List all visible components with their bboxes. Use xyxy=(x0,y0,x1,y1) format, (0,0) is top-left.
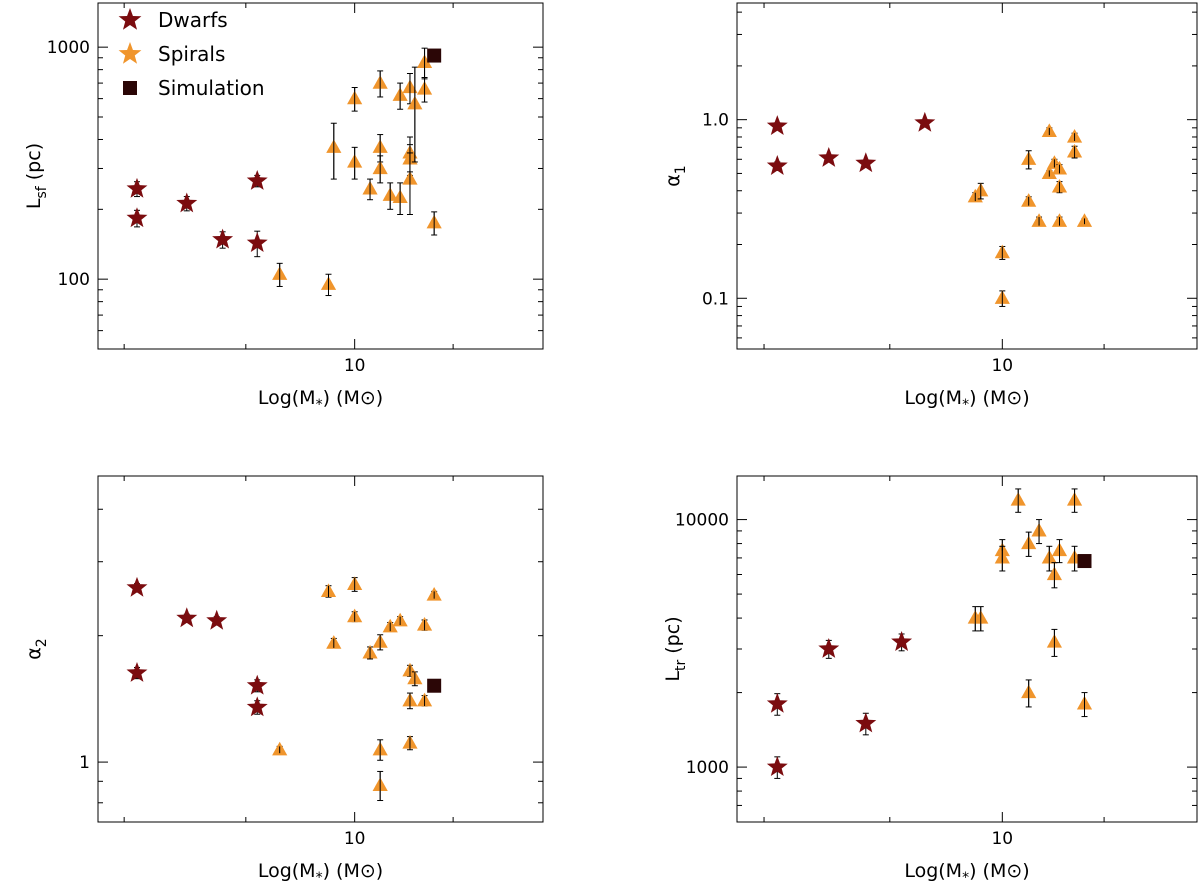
y-tick-label: 1 xyxy=(79,753,90,773)
series-dwarfs xyxy=(126,576,268,717)
data-point-dwarf xyxy=(176,607,198,628)
data-point-dwarf xyxy=(818,147,840,167)
series-simulation xyxy=(427,48,442,63)
legend-marker-simulation xyxy=(123,81,137,95)
data-point-dwarf xyxy=(126,177,148,198)
legend-label-simulation: Simulation xyxy=(158,76,265,100)
y-tick-label: 1000 xyxy=(47,38,90,58)
y-axis-label: α2 xyxy=(23,638,50,659)
series-dwarfs xyxy=(126,169,268,258)
series-spirals xyxy=(272,47,442,297)
chart-panel-bottom-right: 10 1000 10000 Log(M*) (M⊙) Ltr (pc) xyxy=(662,475,1198,886)
data-point-simulation xyxy=(1077,554,1092,569)
data-point-dwarf xyxy=(176,192,198,213)
data-point-dwarf xyxy=(212,228,234,249)
series-spirals xyxy=(272,576,442,802)
data-point-dwarf xyxy=(914,111,936,132)
x-tick-label: 10 xyxy=(344,356,366,376)
plot-frame xyxy=(97,475,544,823)
plot-frame xyxy=(736,475,1198,823)
x-ticks xyxy=(123,3,454,349)
y-axis-label: α1 xyxy=(662,165,689,186)
chart-panel-top-right: 10 0.1 1.0 Log(M*) (M⊙) α1 xyxy=(662,2,1198,413)
x-tick-label: 10 xyxy=(991,356,1013,376)
x-tick-label: 10 xyxy=(344,829,366,849)
x-axis-label: Log(M*) (M⊙) xyxy=(258,860,383,886)
plot-frame xyxy=(736,2,1198,350)
x-ticks xyxy=(763,3,1105,349)
data-point-dwarf xyxy=(818,638,840,658)
y-tick-label: 0.1 xyxy=(702,289,729,309)
data-point-simulation xyxy=(427,678,442,693)
y-tick-label: 1.0 xyxy=(702,111,729,131)
y-tick-label: 100 xyxy=(58,270,90,290)
legend-marker-dwarfs xyxy=(118,8,142,30)
data-point-dwarf xyxy=(766,692,788,713)
data-point-simulation xyxy=(427,48,442,63)
data-point-dwarf xyxy=(246,169,268,190)
data-point-dwarf xyxy=(246,696,268,717)
data-point-dwarf xyxy=(206,609,228,630)
data-point-dwarf xyxy=(246,232,268,253)
data-point-dwarf xyxy=(855,152,877,173)
data-point-dwarf xyxy=(891,631,913,651)
series-simulation xyxy=(427,678,442,693)
x-ticks xyxy=(123,476,454,822)
series-spirals xyxy=(967,123,1093,307)
series-dwarfs xyxy=(766,631,913,779)
plot-frame xyxy=(97,2,544,350)
data-point-dwarf xyxy=(766,155,788,175)
legend: Dwarfs Spirals Simulation xyxy=(118,8,265,100)
data-point-dwarf xyxy=(126,576,148,597)
x-axis-label: Log(M*) (M⊙) xyxy=(904,860,1029,886)
y-axis-label: Ltr (pc) xyxy=(662,616,689,681)
data-point-dwarf xyxy=(126,661,148,682)
y-ticks xyxy=(98,508,543,804)
data-point-dwarf xyxy=(246,674,268,695)
x-ticks xyxy=(763,476,1105,822)
legend-label-spirals: Spirals xyxy=(158,42,225,66)
y-ticks xyxy=(98,46,543,350)
series-simulation xyxy=(1077,554,1092,569)
y-axis-label: Lsf (pc) xyxy=(23,143,50,209)
data-point-dwarf xyxy=(855,712,877,733)
chart-panel-top-left: 10 100 1000 Log(M*) (M⊙) Lsf (pc) Dwarfs Spira… xyxy=(23,2,544,413)
chart-panel-bottom-left: 10 1 Log(M*) (M⊙) α2 xyxy=(23,475,544,886)
x-tick-label: 10 xyxy=(991,829,1013,849)
x-axis-label: Log(M*) (M⊙) xyxy=(904,387,1029,413)
series-dwarfs xyxy=(766,111,936,175)
legend-marker-spirals xyxy=(118,42,142,64)
data-point-dwarf xyxy=(766,756,788,776)
data-point-dwarf xyxy=(126,207,148,228)
y-ticks xyxy=(737,519,1197,823)
y-tick-label: 10000 xyxy=(675,511,729,531)
y-ticks xyxy=(737,11,1197,339)
series-spirals xyxy=(967,488,1093,718)
x-axis-label: Log(M*) (M⊙) xyxy=(258,387,383,413)
y-tick-label: 1000 xyxy=(686,758,729,778)
data-point-dwarf xyxy=(766,115,788,136)
legend-label-dwarfs: Dwarfs xyxy=(158,8,228,32)
